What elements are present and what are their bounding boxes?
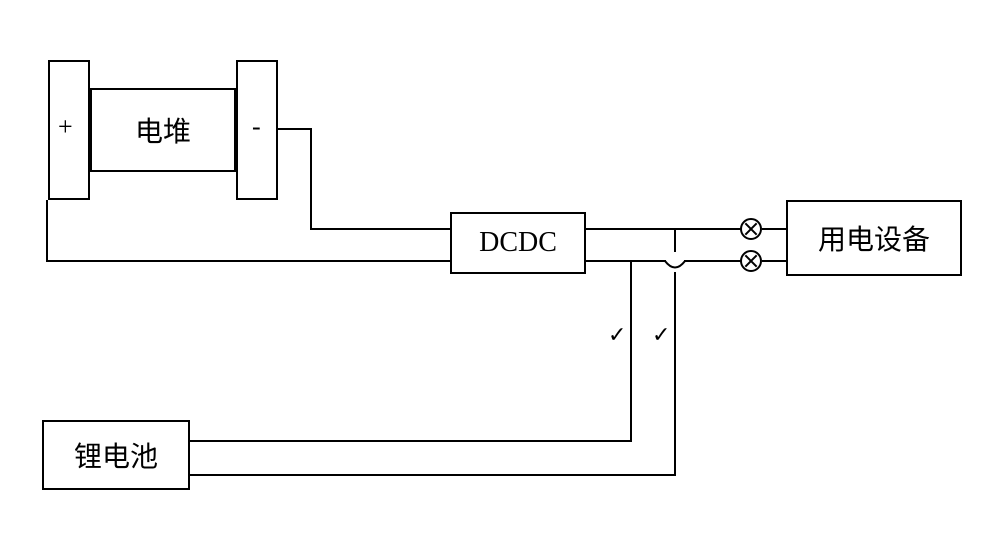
dcdc-label: DCDC xyxy=(479,227,557,259)
wire-conn-load-bot xyxy=(762,260,786,262)
positive-sign: + xyxy=(58,112,73,142)
stack-block: 电堆 xyxy=(90,88,236,172)
battery-label: 锂电池 xyxy=(74,435,158,475)
wire-dcdc-out-top xyxy=(586,228,742,230)
wire-bat-outer-h xyxy=(190,474,676,476)
wire-bat-inner-v xyxy=(630,262,632,442)
stack-label: 电堆 xyxy=(135,110,191,150)
wire-pos-v1 xyxy=(46,200,48,262)
load-label: 用电设备 xyxy=(818,218,930,258)
connector-top-x xyxy=(740,218,762,240)
battery-block: 锂电池 xyxy=(42,420,190,490)
wire-pos-h1 xyxy=(46,260,450,262)
wire-neg-v1 xyxy=(310,128,312,230)
wire-neg-h2 xyxy=(310,228,450,230)
wire-bat-outer-v-lower xyxy=(674,272,676,476)
wire-conn-load-top xyxy=(762,228,786,230)
wire-bat-inner-h xyxy=(190,440,632,442)
connector-bot-x xyxy=(740,250,762,272)
checkmark-right: ✓ xyxy=(652,322,670,348)
checkmark-left: ✓ xyxy=(608,322,626,348)
wire-neg-h1 xyxy=(278,128,312,130)
negative-sign: - xyxy=(252,112,261,142)
wire-bridge-arc xyxy=(664,258,686,274)
wire-bat-outer-v-upper xyxy=(674,230,676,252)
dcdc-block: DCDC xyxy=(450,212,586,274)
load-block: 用电设备 xyxy=(786,200,962,276)
